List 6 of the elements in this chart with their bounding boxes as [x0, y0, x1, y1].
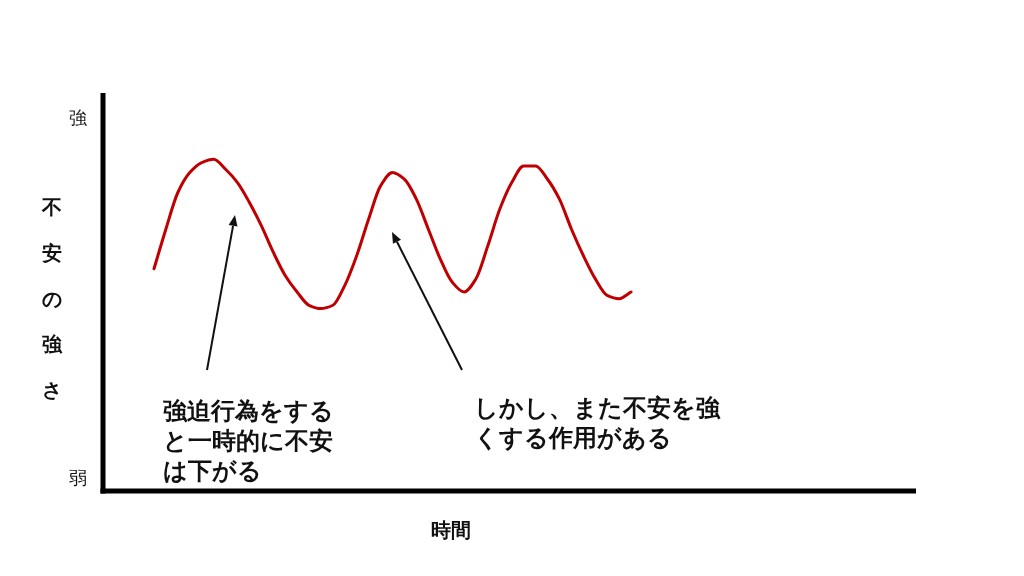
annotation: しかし、また不安を強くする作用がある	[474, 393, 722, 453]
text: 強	[69, 107, 87, 128]
y-axis-title: 不安の強さ	[41, 195, 63, 402]
annotation: 強迫行為をすると一時的に不安は下がる	[163, 396, 335, 486]
text: 弱	[69, 467, 87, 488]
x-axis-title: 時間	[431, 518, 471, 542]
